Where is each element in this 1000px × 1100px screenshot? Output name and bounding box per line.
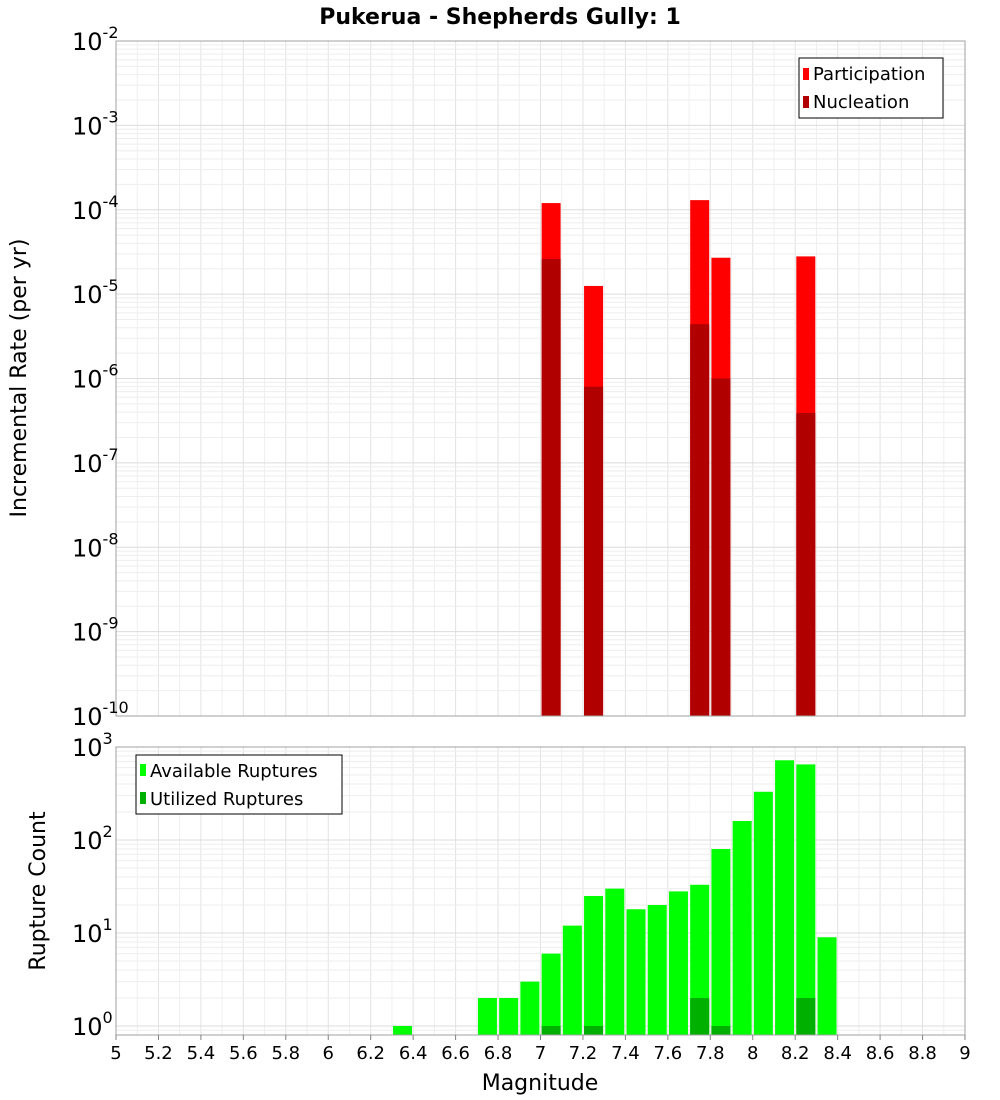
x-tick-label: 7.4	[611, 1043, 640, 1064]
count-y-ticks: 100 101 102 103	[72, 729, 113, 1041]
x-tick-label: 6	[323, 1043, 334, 1064]
legend-swatch-nucleation	[803, 96, 809, 108]
bar-available-ruptures	[626, 909, 646, 1035]
x-tick-label: 7.8	[696, 1043, 725, 1064]
bar-available-ruptures	[690, 884, 710, 1035]
rate-y-tick-label: 10-10	[72, 698, 129, 731]
rate-y-ticks: 10-10 10-9 10-8 10-7 10-6 10-5 10-4 10-3 10-2	[72, 23, 129, 731]
bar-available-ruptures	[541, 953, 561, 1035]
legend-label-nucleation: Nucleation	[813, 92, 909, 113]
legend-label-utilized: Utilized Ruptures	[150, 789, 303, 810]
bar-available-ruptures	[562, 925, 582, 1035]
count-y-tick-label: 101	[72, 915, 113, 948]
rate-legend: Participation Nucleation	[798, 57, 944, 119]
rate-y-tick-label: 10-6	[72, 361, 119, 394]
bar-nucleation	[690, 324, 710, 716]
x-tick-label: 7	[535, 1043, 546, 1064]
bar-utilized-ruptures	[541, 1025, 561, 1035]
x-tick-label: 9	[959, 1043, 970, 1064]
rate-grid	[115, 40, 966, 717]
x-tick-label: 8.2	[781, 1043, 810, 1064]
rate-plot-border	[115, 40, 966, 717]
count-y-axis-label: Rupture Count	[26, 811, 51, 971]
count-y-tick-label: 100	[72, 1008, 113, 1041]
bar-available-ruptures	[796, 764, 816, 1035]
bar-utilized-ruptures	[690, 997, 710, 1035]
rate-bars	[541, 200, 816, 716]
count-y-tick-label: 103	[72, 729, 113, 762]
rate-y-tick-label: 10-9	[72, 614, 119, 647]
count-legend: Available Ruptures Utilized Ruptures	[135, 754, 343, 815]
x-tick-label: 7.2	[569, 1043, 598, 1064]
bar-available-ruptures	[647, 904, 667, 1035]
bar-nucleation	[711, 378, 731, 716]
x-tick-label: 5.2	[144, 1043, 173, 1064]
count-bars	[393, 760, 837, 1035]
x-tick-label: 5	[110, 1043, 121, 1064]
bar-available-ruptures	[817, 937, 837, 1035]
bar-utilized-ruptures	[584, 1025, 604, 1035]
chart-title: Pukerua - Shepherds Gully: 1	[319, 5, 681, 30]
rate-y-tick-label: 10-4	[72, 192, 119, 225]
count-y-tick-label: 102	[72, 822, 113, 855]
legend-label-available: Available Ruptures	[150, 761, 318, 782]
x-tick-label: 8.8	[908, 1043, 937, 1064]
bar-nucleation	[584, 386, 604, 716]
x-tick-label: 6.8	[484, 1043, 513, 1064]
bar-available-ruptures	[477, 997, 497, 1035]
legend-swatch-utilized	[140, 792, 146, 804]
rate-y-axis-label: Incremental Rate (per yr)	[7, 239, 32, 518]
x-tick-label: 6.2	[356, 1043, 385, 1064]
x-tick-label: 8.4	[823, 1043, 852, 1064]
legend-swatch-available	[140, 764, 146, 776]
bar-available-ruptures	[753, 791, 773, 1035]
rate-y-tick-label: 10-7	[72, 445, 119, 478]
x-axis-label: Magnitude	[482, 1071, 599, 1096]
bar-available-ruptures	[584, 895, 604, 1035]
rate-legend-box	[798, 57, 944, 119]
bar-nucleation	[796, 413, 816, 716]
bar-utilized-ruptures	[711, 1025, 731, 1035]
x-tick-label: 7.6	[654, 1043, 683, 1064]
bar-utilized-ruptures	[796, 997, 816, 1035]
x-tick-label: 5.8	[271, 1043, 300, 1064]
bar-available-ruptures	[393, 1025, 413, 1035]
rate-panel: 10-10 10-9 10-8 10-7 10-6 10-5 10-4 10-3 10-2 In…	[7, 23, 966, 731]
count-panel: 100 101 102 103 5 5.2 5.4 5.6 5.8 6 6.2 6.4 6.6 6.8 7…	[26, 729, 971, 1096]
rate-y-tick-label: 10-3	[72, 107, 119, 140]
x-tick-label: 5.4	[187, 1043, 216, 1064]
rate-y-tick-label: 10-2	[72, 23, 119, 56]
x-tick-label: 5.6	[229, 1043, 258, 1064]
x-tick-label: 6.4	[399, 1043, 428, 1064]
bar-available-ruptures	[732, 821, 752, 1035]
bar-available-ruptures	[605, 888, 625, 1035]
x-tick-label: 8.6	[866, 1043, 895, 1064]
x-tick-label: 6.6	[441, 1043, 470, 1064]
bar-available-ruptures	[711, 849, 731, 1035]
legend-swatch-participation	[803, 68, 809, 80]
count-x-ticks: 5 5.2 5.4 5.6 5.8 6 6.2 6.4 6.6 6.8 7 7.2 7.4 7.6 7.8 8…	[110, 1035, 971, 1064]
rate-y-tick-label: 10-8	[72, 529, 119, 562]
rate-y-tick-label: 10-5	[72, 276, 119, 309]
bar-available-ruptures	[499, 997, 519, 1035]
bar-available-ruptures	[520, 981, 540, 1035]
bar-available-ruptures	[775, 760, 795, 1035]
bar-available-ruptures	[668, 891, 688, 1035]
count-legend-box	[135, 754, 343, 815]
bar-nucleation	[541, 259, 561, 716]
legend-label-participation: Participation	[813, 64, 925, 85]
x-tick-label: 8	[747, 1043, 758, 1064]
